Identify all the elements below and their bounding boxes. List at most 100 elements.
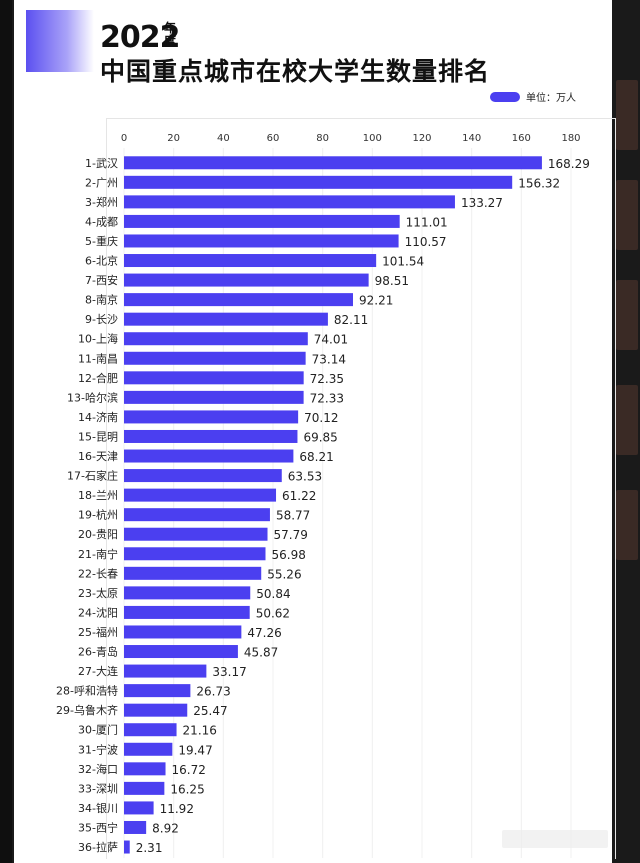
category-label: 14-济南 [78, 410, 118, 424]
value-label: 16.25 [170, 782, 204, 796]
value-label: 72.35 [310, 372, 344, 386]
value-label: 73.14 [312, 352, 346, 366]
bar [124, 390, 304, 404]
x-tick-label: 20 [167, 133, 180, 144]
value-label: 16.72 [172, 763, 206, 777]
chart-card: 2022 年度 中国重点城市在校大学生数量排名 单位：万人 0 20 40 60 80 1… [14, 0, 616, 863]
category-label: 6-北京 [85, 254, 118, 268]
category-label: 10-上海 [78, 332, 118, 346]
bar [124, 527, 268, 541]
category-label: 34-银川 [78, 801, 118, 815]
thumbnail [616, 280, 638, 350]
bar-chart: 0 20 40 60 80 100 120 140 160 180 1-武汉 168.29 2-广州 15… [56, 133, 590, 858]
category-label: 5-重庆 [85, 234, 118, 248]
value-label: 26.73 [196, 685, 230, 699]
bar [124, 742, 173, 756]
bar [124, 214, 400, 228]
bar [124, 547, 266, 561]
bar [124, 586, 251, 600]
bar [124, 332, 308, 346]
value-label: 2.31 [136, 841, 163, 855]
bar [124, 703, 188, 717]
bar [124, 820, 147, 834]
category-label: 18-兰州 [78, 489, 118, 502]
value-label: 55.26 [267, 567, 301, 581]
value-label: 82.11 [334, 313, 368, 327]
bar [124, 234, 399, 248]
category-label: 4-成都 [85, 215, 118, 228]
left-dark-strip [0, 0, 12, 863]
value-label: 47.26 [247, 626, 281, 640]
value-label: 61.22 [282, 489, 316, 503]
value-label: 92.21 [359, 294, 393, 308]
category-label: 3-郑州 [85, 195, 118, 209]
bar [124, 801, 154, 815]
category-label: 11-南昌 [78, 352, 118, 365]
value-label: 68.21 [299, 450, 333, 464]
bar [124, 410, 299, 424]
bar [124, 840, 130, 854]
legend: 单位：万人 [490, 89, 576, 104]
bar [124, 449, 294, 463]
value-label: 11.92 [160, 802, 194, 816]
bar [124, 429, 298, 443]
value-label: 57.79 [274, 528, 308, 542]
plot-frame [106, 118, 616, 859]
bar [124, 723, 177, 737]
value-label: 110.57 [405, 235, 447, 249]
bar [124, 195, 455, 209]
bar [124, 488, 277, 502]
value-label: 19.47 [178, 743, 212, 757]
category-label: 32-海口 [78, 762, 118, 776]
category-label: 15-昆明 [78, 430, 118, 443]
category-label: 35-西宁 [78, 820, 118, 834]
category-label: 28-呼和浩特 [56, 684, 118, 698]
value-label: 21.16 [183, 724, 217, 738]
category-label: 27-大连 [78, 664, 118, 678]
category-label: 7-西安 [85, 273, 118, 287]
value-label: 8.92 [152, 821, 179, 835]
category-label: 17-石家庄 [67, 469, 118, 483]
value-label: 168.29 [548, 157, 590, 171]
value-label: 69.85 [303, 430, 337, 444]
bar [124, 312, 328, 326]
category-label: 21-南宁 [78, 547, 118, 561]
category-label: 12-合肥 [78, 371, 118, 385]
value-label: 156.32 [518, 176, 560, 190]
thumbnail [616, 385, 638, 455]
category-label: 24-沈阳 [78, 605, 118, 619]
value-label: 133.27 [461, 196, 503, 210]
category-label: 19-杭州 [78, 508, 118, 522]
category-label: 16-天津 [78, 450, 118, 463]
bar [124, 175, 513, 189]
bar [124, 293, 353, 307]
bar [124, 605, 250, 619]
category-label: 36-拉萨 [78, 840, 118, 854]
bar [124, 762, 166, 776]
watermark [502, 830, 608, 848]
value-label: 63.53 [288, 470, 322, 484]
bar [124, 684, 191, 698]
bar [124, 273, 369, 287]
value-label: 33.17 [212, 665, 246, 679]
thumbnail [616, 180, 638, 250]
value-label: 98.51 [375, 274, 409, 288]
x-tick-label: 0 [121, 133, 127, 144]
thumbnail [616, 490, 638, 560]
bar [124, 371, 304, 385]
value-label: 101.54 [382, 255, 424, 269]
value-label: 70.12 [304, 411, 338, 425]
category-label: 22-长春 [78, 567, 118, 580]
value-label: 111.01 [406, 215, 448, 229]
category-label: 29-乌鲁木齐 [56, 703, 118, 717]
x-tick-label: 120 [412, 133, 431, 144]
category-label: 13-哈尔滨 [67, 390, 118, 404]
bar [124, 156, 542, 170]
bar [124, 625, 242, 639]
right-thumbnails [612, 60, 640, 620]
category-label: 20-贵阳 [78, 528, 118, 541]
category-label: 33-深圳 [78, 782, 118, 795]
category-label: 23-太原 [78, 587, 118, 600]
value-label: 45.87 [244, 646, 278, 660]
x-tick-label: 40 [217, 133, 230, 144]
